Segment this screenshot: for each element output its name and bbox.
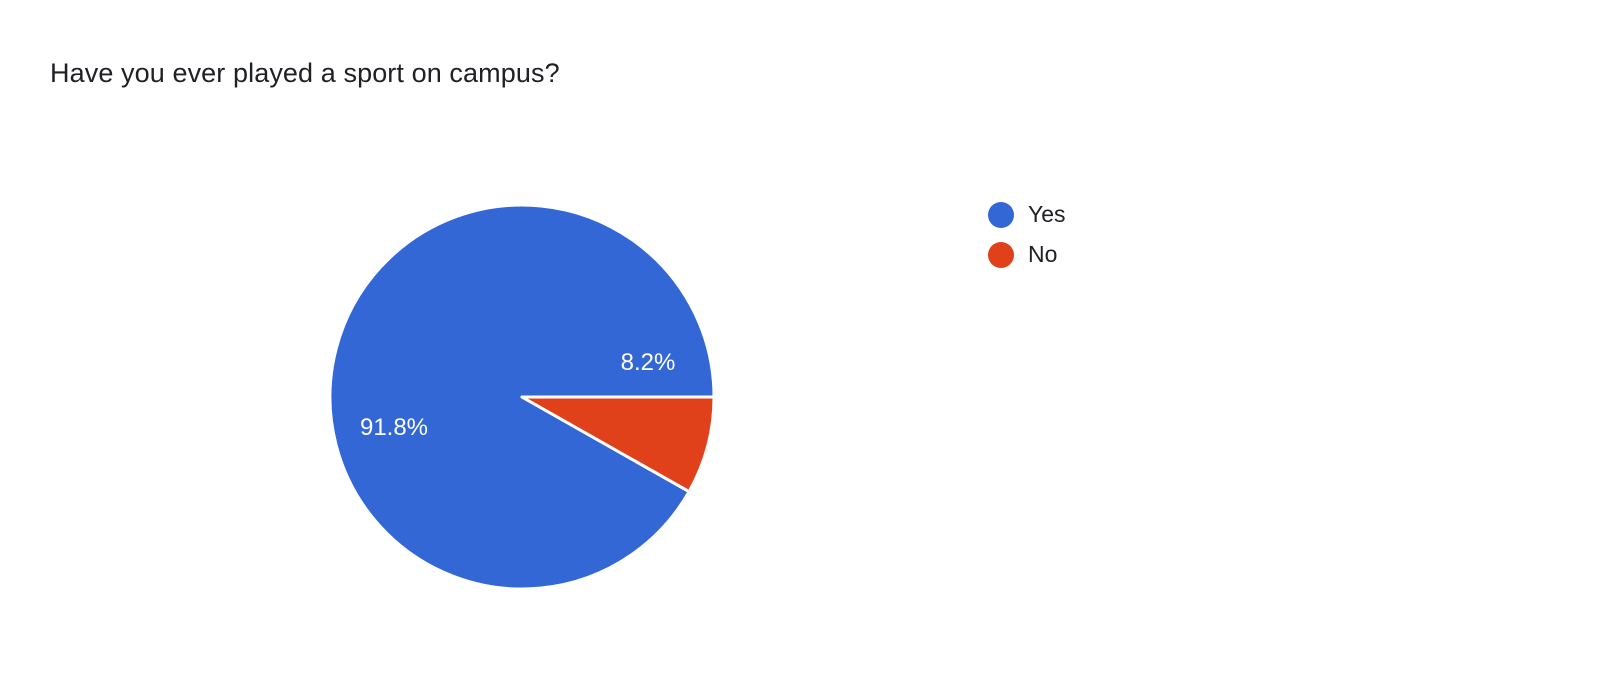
legend-label-no: No xyxy=(1028,241,1058,267)
pie-slice-no[interactable] xyxy=(520,395,716,494)
legend-label-yes: Yes xyxy=(1028,201,1066,227)
chart-legend: Yes No xyxy=(988,201,1066,268)
pie-slices xyxy=(328,203,716,591)
slice-label-yes: 91.8% xyxy=(360,414,428,441)
legend-item-yes[interactable]: Yes xyxy=(988,201,1066,228)
legend-item-no[interactable]: No xyxy=(988,241,1066,268)
legend-swatch-yes-icon xyxy=(988,201,1014,228)
page-title: Have you ever played a sport on campus? xyxy=(50,58,560,88)
legend-swatch-no-icon xyxy=(988,241,1014,268)
slice-label-no: 8.2% xyxy=(621,349,676,376)
